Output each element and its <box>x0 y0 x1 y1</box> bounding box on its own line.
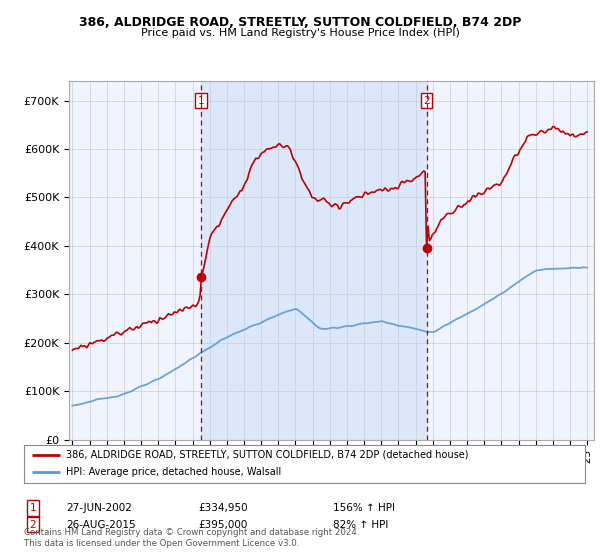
Text: 2: 2 <box>29 520 37 530</box>
Text: £395,000: £395,000 <box>198 520 247 530</box>
Bar <box>201 81 427 440</box>
Text: 1: 1 <box>197 96 204 106</box>
Text: Contains HM Land Registry data © Crown copyright and database right 2024.
This d: Contains HM Land Registry data © Crown c… <box>24 528 359 548</box>
Text: £334,950: £334,950 <box>198 503 248 513</box>
Text: 26-AUG-2015: 26-AUG-2015 <box>66 520 136 530</box>
Text: 1: 1 <box>29 503 37 513</box>
Text: 386, ALDRIDGE ROAD, STREETLY, SUTTON COLDFIELD, B74 2DP: 386, ALDRIDGE ROAD, STREETLY, SUTTON COL… <box>79 16 521 29</box>
Text: HPI: Average price, detached house, Walsall: HPI: Average price, detached house, Wals… <box>66 468 281 478</box>
Text: 82% ↑ HPI: 82% ↑ HPI <box>333 520 388 530</box>
Text: 386, ALDRIDGE ROAD, STREETLY, SUTTON COLDFIELD, B74 2DP (detached house): 386, ALDRIDGE ROAD, STREETLY, SUTTON COL… <box>66 450 469 460</box>
Text: 27-JUN-2002: 27-JUN-2002 <box>66 503 132 513</box>
Text: Price paid vs. HM Land Registry's House Price Index (HPI): Price paid vs. HM Land Registry's House … <box>140 28 460 38</box>
Text: 2: 2 <box>424 96 430 106</box>
Text: 156% ↑ HPI: 156% ↑ HPI <box>333 503 395 513</box>
